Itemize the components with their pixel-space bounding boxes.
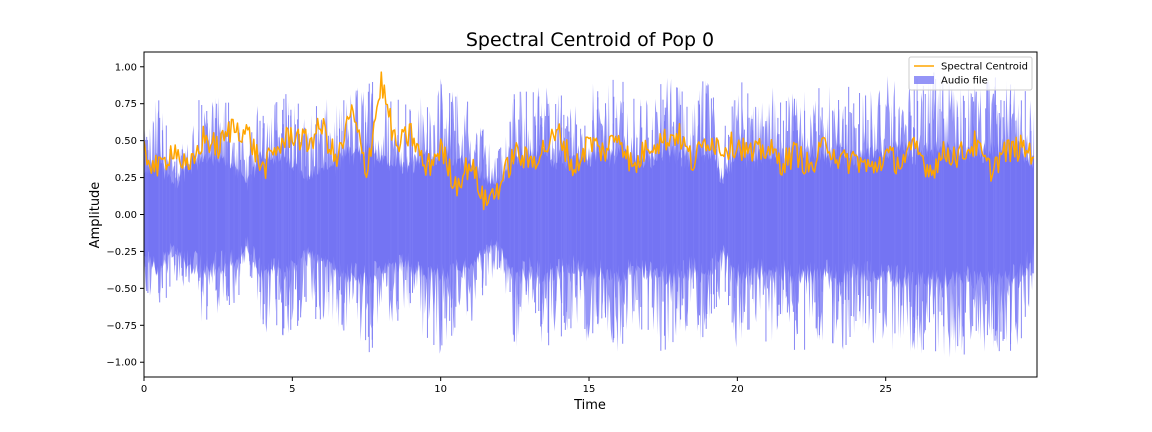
x-axis-title: Time [573, 398, 606, 413]
x-tick-label: 5 [289, 384, 295, 395]
y-tick-label: 0.00 [115, 210, 137, 221]
plot-area [143, 51, 1038, 378]
x-tick-label: 15 [583, 384, 596, 395]
spectral-centroid-line [144, 71, 1035, 211]
x-tick-label: 25 [879, 384, 892, 395]
spectral-centroid-layer [144, 71, 1035, 211]
audio-core [144, 140, 1035, 289]
y-tick-label: 1.00 [115, 62, 137, 73]
x-tick-label: 10 [434, 384, 447, 395]
legend-label-audio-file: Audio file [941, 76, 988, 87]
y-tick-label: 0.25 [115, 173, 137, 184]
legend-swatch-audio-file [914, 76, 934, 84]
y-tick-label: 0.75 [115, 99, 137, 110]
legend: Spectral Centroid Audio file [908, 56, 1033, 91]
y-tick-label: −0.25 [106, 247, 137, 258]
x-tick-label: 0 [141, 384, 147, 395]
x-tick-label: 20 [731, 384, 744, 395]
y-tick-label: 0.50 [115, 136, 137, 147]
legend-frame [908, 56, 1033, 91]
chart-title: Spectral Centroid of Pop 0 [466, 29, 714, 51]
y-tick-label: −0.75 [106, 321, 137, 332]
y-tick-label: −0.50 [106, 284, 137, 295]
y-axis-title: Amplitude [88, 182, 103, 249]
legend-label-spectral-centroid: Spectral Centroid [941, 62, 1028, 73]
y-axis: −1.00 −0.75 −0.50 −0.25 0.00 0.25 0.50 0.75 1.00 [106, 62, 144, 369]
y-tick-label: −1.00 [106, 358, 137, 369]
x-axis: 0 5 10 15 20 25 [141, 377, 892, 395]
